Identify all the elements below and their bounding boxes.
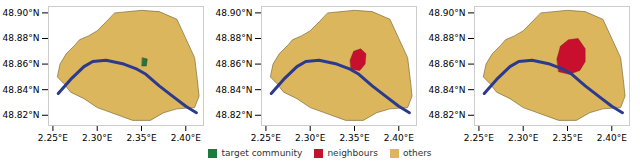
svg-text:2.25°E: 2.25°E	[38, 133, 69, 143]
svg-text:48.84°N: 48.84°N	[429, 85, 466, 95]
svg-text:2.35°E: 2.35°E	[552, 133, 583, 143]
svg-text:48.82°N: 48.82°N	[216, 110, 253, 120]
svg-text:2.35°E: 2.35°E	[339, 133, 370, 143]
svg-text:48.88°N: 48.88°N	[216, 33, 253, 43]
svg-text:48.90°N: 48.90°N	[429, 8, 466, 18]
svg-text:2.40°E: 2.40°E	[597, 133, 628, 143]
html-text:others: others	[402, 148, 432, 158]
svg-text:48.82°N: 48.82°N	[3, 110, 40, 120]
svg-text:48.86°N: 48.86°N	[3, 59, 40, 69]
svg-text:48.86°N: 48.86°N	[429, 59, 466, 69]
svg-text:48.84°N: 48.84°N	[216, 85, 253, 95]
svg-text:48.86°N: 48.86°N	[216, 59, 253, 69]
svg-text:2.30°E: 2.30°E	[508, 133, 539, 143]
html-text:target community: target community	[221, 148, 303, 158]
svg-text:2.40°E: 2.40°E	[171, 133, 202, 143]
svg-text:2.30°E: 2.30°E	[295, 133, 326, 143]
svg-text:48.90°N: 48.90°N	[3, 8, 40, 18]
html-text:neighbours: neighbours	[327, 148, 378, 158]
svg-text:2.35°E: 2.35°E	[126, 133, 157, 143]
svg-text:48.88°N: 48.88°N	[3, 33, 40, 43]
svg-text:2.40°E: 2.40°E	[384, 133, 415, 143]
svg-text:48.88°N: 48.88°N	[429, 33, 466, 43]
svg-text:48.90°N: 48.90°N	[216, 8, 253, 18]
svg-text:2.25°E: 2.25°E	[464, 133, 495, 143]
svg-text:2.25°E: 2.25°E	[251, 133, 282, 143]
svg-text:2.30°E: 2.30°E	[82, 133, 113, 143]
svg-text:48.82°N: 48.82°N	[429, 110, 466, 120]
svg-text:48.84°N: 48.84°N	[3, 85, 40, 95]
